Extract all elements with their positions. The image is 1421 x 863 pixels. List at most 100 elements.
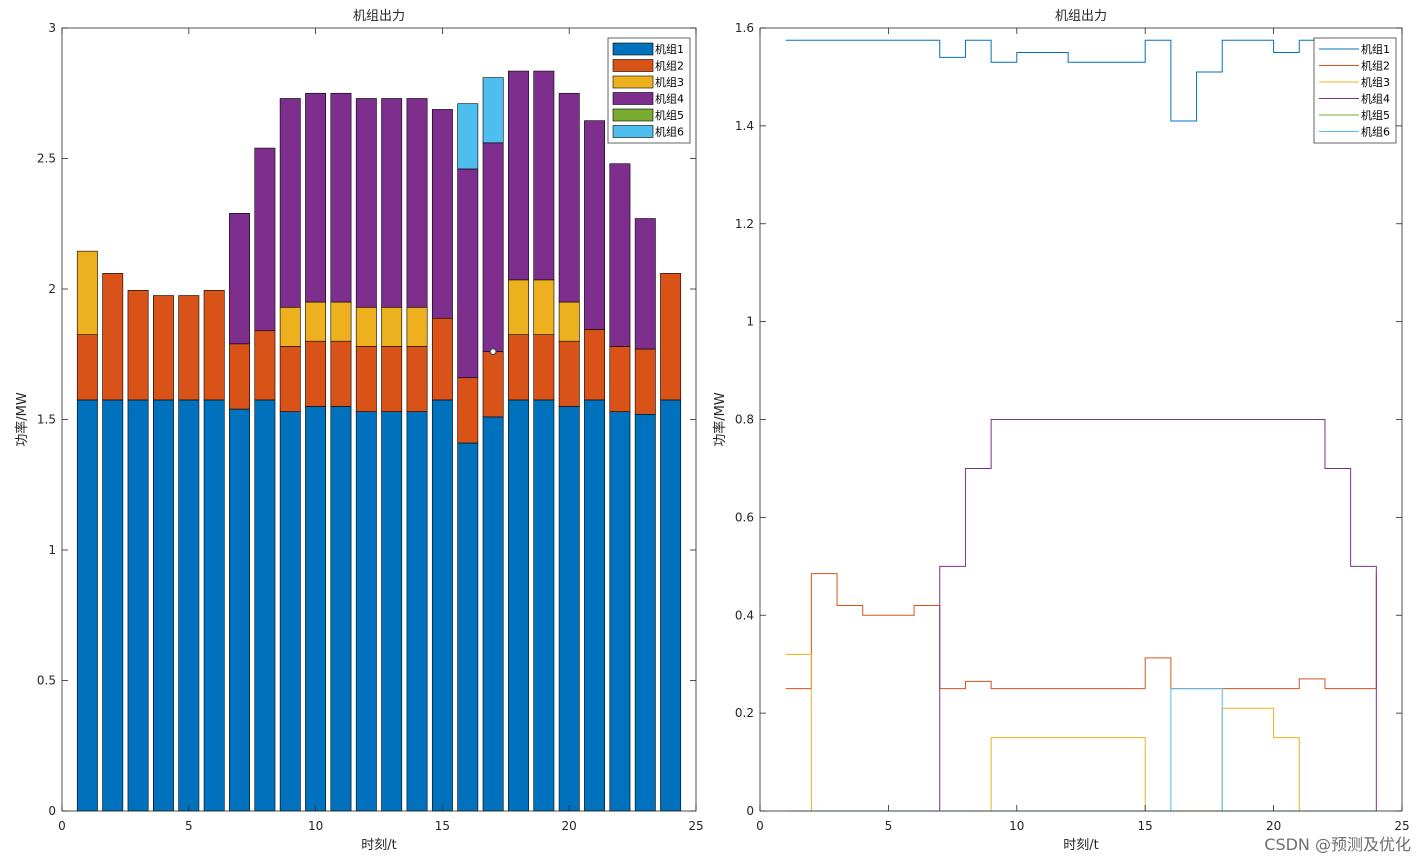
watermark: CSDN @预测及优化	[1264, 835, 1411, 854]
bar-segment	[305, 92, 327, 303]
bar-segment	[431, 399, 453, 812]
x-tick-label: 20	[562, 819, 577, 833]
bar-segment	[76, 250, 98, 335]
bar-segment	[406, 346, 428, 412]
bar-segment	[508, 334, 529, 401]
y-tick-label: 0	[48, 804, 56, 818]
bar-segment	[76, 334, 98, 401]
bar-segment	[305, 406, 327, 812]
legend-label: 机组6	[1361, 125, 1390, 139]
bar-segment	[406, 98, 428, 308]
bar-segment	[558, 92, 580, 303]
bar-segment	[102, 399, 124, 812]
legend-label: 机组6	[655, 125, 684, 139]
legend-swatch	[612, 59, 654, 72]
bar-segment	[584, 329, 606, 401]
y-tick-label: 0.8	[735, 413, 754, 427]
y-axis-label: 功率/MW	[712, 392, 728, 447]
x-axis-label: 时刻/t	[361, 838, 396, 853]
bar-segment	[558, 340, 580, 407]
chart-1: 0 5 10 15 20 2500.511.522.53机组出力时刻/t功率/MW机组1机…	[14, 9, 704, 853]
x-tick-label: 5	[185, 819, 193, 833]
bar-segment	[609, 163, 631, 347]
bar-segment	[482, 142, 504, 352]
bar-segment	[203, 290, 225, 401]
bar-segment	[229, 408, 250, 812]
chart-title: 机组出力	[353, 9, 405, 24]
bar-segment	[355, 411, 377, 812]
bar-segment	[178, 399, 200, 812]
bar-segment	[254, 399, 276, 812]
bar-segment	[558, 406, 580, 812]
x-tick-label: 15	[1138, 819, 1153, 833]
bar-segment	[482, 351, 504, 418]
bar-segment	[355, 346, 377, 412]
x-tick-label: 20	[1266, 819, 1281, 833]
y-tick-label: 0.6	[735, 510, 754, 524]
bar-segment	[330, 301, 352, 342]
bar-segment	[229, 343, 250, 410]
bar-segment	[609, 346, 631, 412]
bar-segment	[457, 103, 479, 170]
y-tick-label: 0.5	[37, 674, 56, 688]
x-tick-label: 10	[308, 819, 323, 833]
bar-segment	[381, 411, 403, 812]
legend-box	[1313, 37, 1397, 144]
bar-segment	[508, 279, 529, 335]
bar-segment	[76, 399, 98, 812]
bar-segment	[279, 411, 301, 812]
bar-segment	[634, 218, 656, 350]
bar-segment	[381, 306, 403, 347]
bar-segment	[558, 301, 580, 342]
bar-segment	[178, 295, 200, 401]
bar-segment	[508, 399, 529, 812]
bar-segment	[584, 399, 606, 812]
bar-segment	[457, 168, 479, 379]
bar-segment	[533, 334, 555, 401]
bar-segment	[533, 279, 555, 335]
x-tick-label: 15	[435, 819, 450, 833]
bar-segment	[203, 399, 225, 812]
y-tick-label: 1.4	[735, 119, 754, 133]
x-tick-label: 25	[688, 819, 703, 833]
bar-segment	[482, 77, 504, 144]
bar-segment	[152, 399, 174, 812]
bar-segment	[457, 377, 479, 444]
x-tick-label: 5	[885, 819, 893, 833]
y-tick-label: 0.4	[735, 608, 754, 622]
bar-segment	[127, 399, 149, 812]
y-tick-label: 1.5	[37, 413, 56, 427]
bar-segment	[279, 346, 301, 412]
bar-segment	[508, 70, 529, 281]
bar-segment	[330, 406, 352, 812]
bar-segment	[279, 98, 301, 308]
chart-title: 机组出力	[1055, 9, 1107, 24]
y-tick-label: 0	[746, 804, 754, 818]
legend-label: 机组5	[655, 108, 684, 122]
x-tick-label: 0	[756, 819, 764, 833]
bar-segment	[229, 213, 250, 345]
series-line	[785, 573, 1377, 690]
legend-label: 机组3	[655, 75, 684, 89]
bar-segment	[431, 317, 453, 401]
legend-label: 机组4	[655, 92, 684, 106]
bar-segment	[634, 413, 656, 812]
chart-2: 0 5 10 15 20 25 0 0.2 0.4 0.6 0.8 1 1.2 1.4 1.6 机组出力时刻/…	[712, 9, 1410, 853]
y-tick-label: 2	[48, 282, 56, 296]
bar-segment	[305, 301, 327, 342]
y-tick-label: 1	[48, 543, 56, 557]
bar-segment	[431, 109, 453, 319]
bar-segment	[127, 290, 149, 401]
bar-segment	[660, 399, 682, 812]
bar-segment	[355, 306, 377, 347]
legend: 机组1 机组2 机组3 机组4 机组5 机组6	[607, 37, 691, 144]
bar-segment	[660, 273, 682, 401]
legend-label: 机组2	[655, 59, 684, 73]
legend-label: 机组5	[1361, 108, 1390, 122]
bar-segment	[102, 273, 124, 401]
bar-segment	[406, 306, 428, 347]
bar-segment	[406, 411, 428, 812]
legend-label: 机组4	[1361, 92, 1390, 106]
legend-swatch	[612, 42, 654, 56]
y-tick-label: 2.5	[37, 152, 56, 166]
